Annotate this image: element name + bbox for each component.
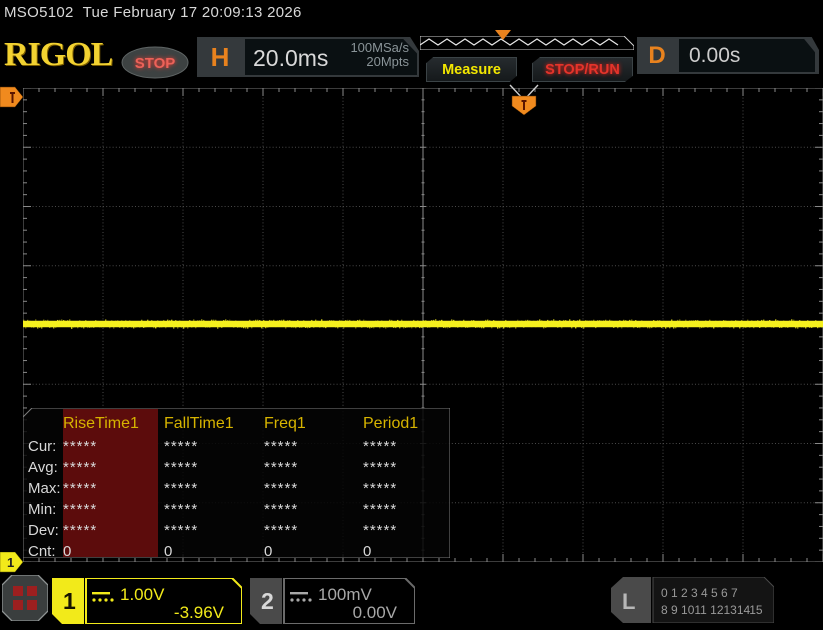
svg-text:1.00V: 1.00V [120,585,165,604]
svg-text:1: 1 [63,588,76,614]
svg-text:0.00V: 0.00V [353,603,398,622]
svg-text:-3.96V: -3.96V [174,603,225,622]
svg-text:8 9 1011 12131415: 8 9 1011 12131415 [661,603,763,617]
svg-text:L: L [622,589,635,614]
svg-text:STOP: STOP [135,55,176,72]
svg-text:0 1 2 3 4 5 6 7: 0 1 2 3 4 5 6 7 [661,586,738,600]
svg-text:1: 1 [7,555,14,570]
svg-text:100mV: 100mV [318,585,373,604]
svg-text:2: 2 [261,588,274,614]
